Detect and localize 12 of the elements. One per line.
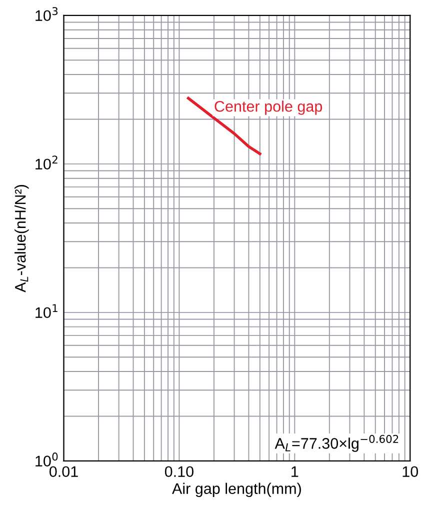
x-axis-title: Air gap length(mm) — [172, 482, 301, 498]
y-tick-label: 10$^{2}$ — [36, 156, 58, 170]
x-tick-label: 10 — [402, 466, 418, 478]
y-tick-label: 10$^{1}$ — [36, 304, 58, 318]
annotation: A$_{L}$=77.30×lg$^{−0.602}$ — [274, 434, 398, 452]
x-tick-label: 0.01 — [49, 466, 78, 478]
y-axis-title: A$_{L}$-value(nH/N²) — [14, 184, 29, 292]
y-tick-label: 10$^{3}$ — [36, 7, 58, 22]
x-tick-label: 1 — [292, 466, 298, 477]
series-label: Center pole gap — [214, 100, 322, 115]
y-tick-label: 10$^{0}$ — [36, 452, 58, 466]
x-tick-label: 0.10 — [164, 466, 194, 478]
